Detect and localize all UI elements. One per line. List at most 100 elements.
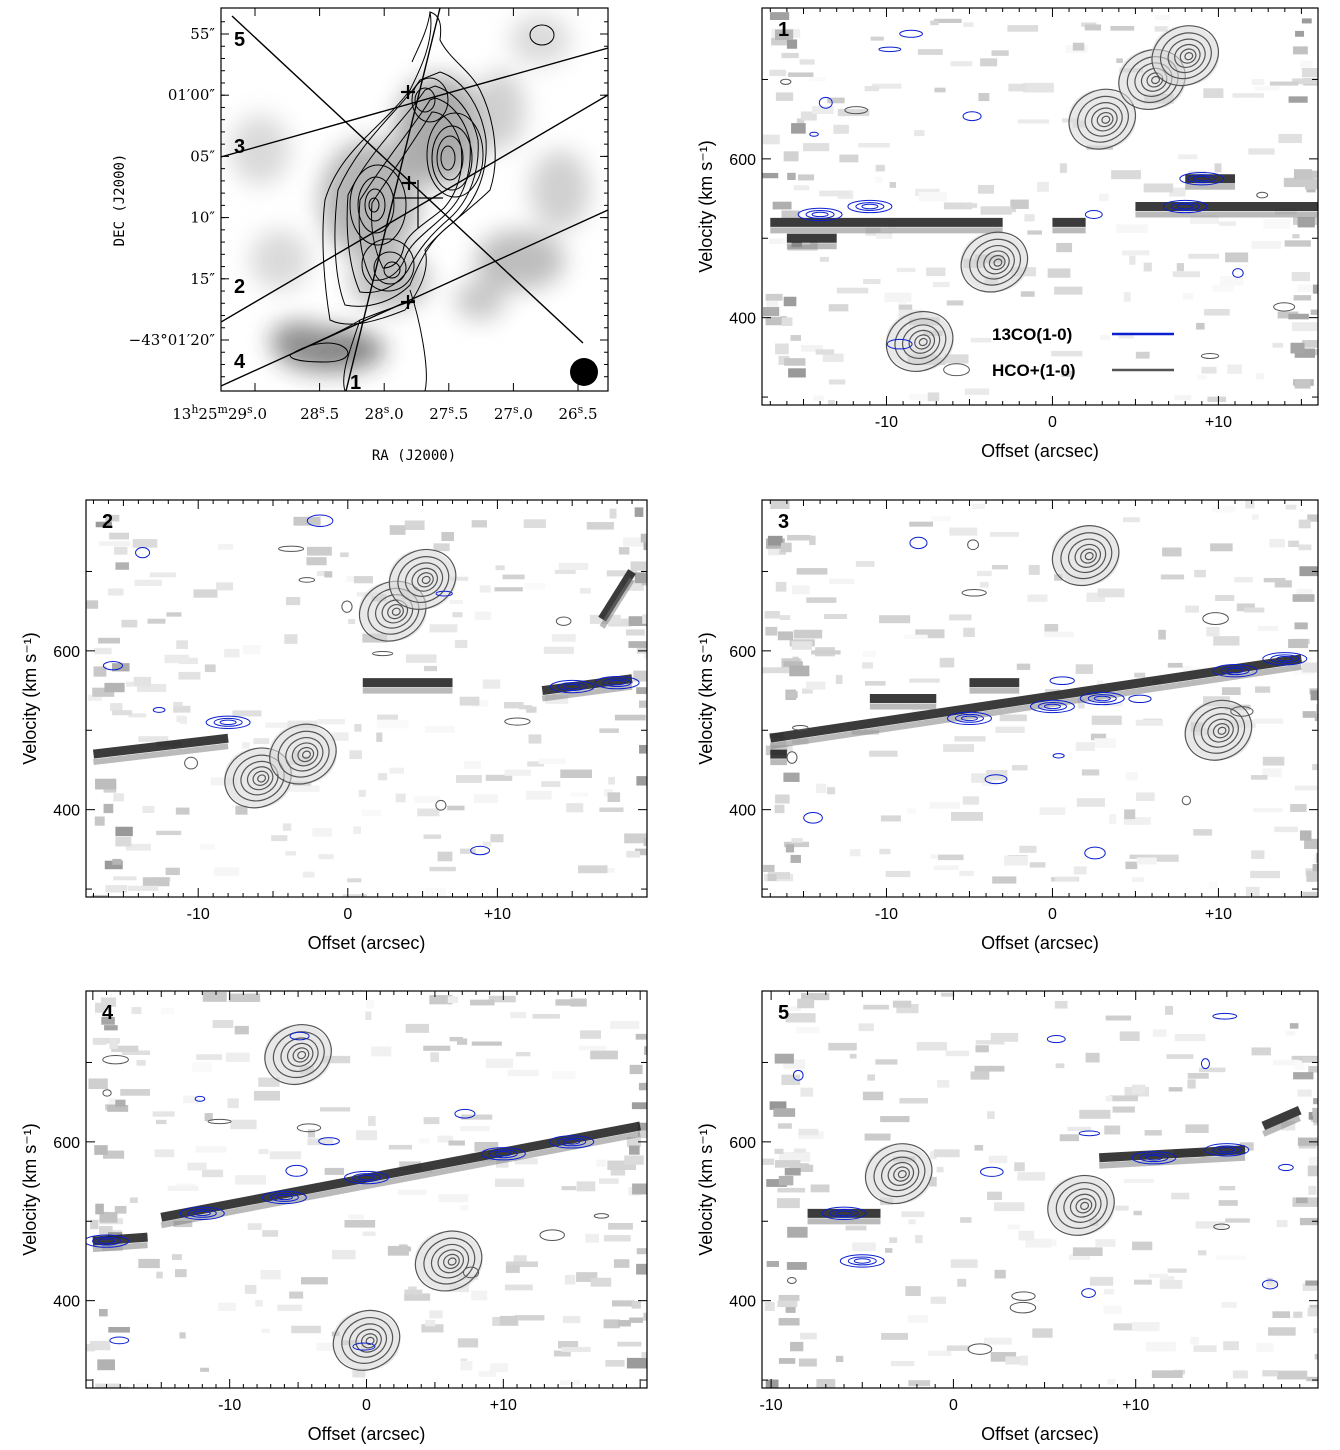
noise-cell (799, 59, 815, 65)
noise-cell (1297, 217, 1315, 228)
co-contour (608, 679, 626, 686)
co-contour (835, 1210, 853, 1217)
noise-cell (377, 714, 398, 721)
noise-cell (1302, 891, 1318, 897)
noise-cell (1159, 1279, 1183, 1289)
hco-contour (967, 1343, 993, 1355)
noise-cell (1253, 807, 1283, 813)
ra-tick-label: 27s.0 (494, 403, 533, 423)
noise-cell (862, 662, 874, 669)
co-contour (1078, 1130, 1101, 1137)
noise-cell (388, 1144, 413, 1150)
hco-contour (348, 1323, 388, 1358)
noise-cell (127, 885, 159, 891)
noise-cell (1174, 1033, 1206, 1042)
slit-label-2: 2 (234, 276, 245, 298)
noise-cell (1274, 580, 1292, 588)
noise-cell (1293, 1311, 1303, 1318)
noise-cell (1232, 1370, 1248, 1379)
noise-cell (813, 395, 824, 401)
co-contour (594, 675, 640, 690)
noise-cell (908, 1219, 916, 1225)
slit-line-3 (221, 47, 608, 158)
noise-cell (92, 687, 115, 697)
noise-cell (1268, 1327, 1296, 1336)
co-contour (1087, 694, 1117, 703)
noise-cell (1148, 1273, 1169, 1278)
noise-cell (277, 1304, 302, 1311)
noise-cell (1129, 255, 1136, 265)
pv-panel-number: 4 (102, 1002, 114, 1024)
slit-label-5: 5 (234, 29, 245, 51)
noise-cell (836, 287, 869, 294)
co-contour (109, 1336, 130, 1345)
noise-cell (1007, 1224, 1020, 1230)
noise-cell (1129, 854, 1150, 860)
hco-contour (257, 774, 267, 783)
noise-cell (269, 1151, 302, 1160)
noise-cell (779, 1151, 811, 1162)
noise-cell (1290, 342, 1305, 354)
noise-cell (134, 579, 163, 587)
hco-contour (504, 717, 531, 726)
noise-cell (1132, 1241, 1153, 1251)
noise-cell (1020, 291, 1035, 297)
pv-panel-number: 1 (778, 19, 789, 41)
noise-cell (514, 1158, 538, 1165)
noise-cell (1055, 1063, 1065, 1069)
noise-cell (1159, 1276, 1175, 1283)
noise-cell (354, 724, 362, 732)
noise-cell (1154, 26, 1168, 32)
noise-cell (527, 761, 544, 767)
noise-cell (881, 1332, 908, 1340)
noise-cell (1288, 313, 1309, 320)
noise-cell (1285, 1031, 1296, 1036)
noise-cell (791, 838, 803, 843)
noise-cell (1144, 1130, 1162, 1136)
noise-cell (95, 1002, 106, 1013)
noise-cell (1167, 1268, 1187, 1273)
noise-cell (937, 1079, 950, 1088)
noise-cell (1301, 18, 1312, 24)
hco-contour (1101, 115, 1111, 124)
noise-cell (132, 539, 158, 548)
noise-cell (227, 1098, 239, 1109)
co-contour (86, 1234, 130, 1248)
noise-cell (93, 666, 107, 677)
noise-cell (1133, 1279, 1152, 1285)
co-contour (792, 1069, 804, 1081)
noise-cell (773, 1108, 796, 1117)
pv-xlabel: Offset (arcsec) (981, 1424, 1099, 1444)
noise-cell (1225, 1218, 1250, 1223)
noise-cell (1305, 1280, 1318, 1286)
noise-cell (306, 557, 327, 566)
noise-cell (1113, 1323, 1134, 1331)
x-tick-label: -10 (875, 414, 898, 431)
noise-cell (785, 844, 795, 853)
pv-ticks (762, 500, 1319, 897)
noise-cell (783, 841, 810, 848)
noise-cell (1216, 1255, 1246, 1260)
noise-cell (1122, 517, 1140, 523)
noise-cell (112, 663, 130, 672)
noise-cell (342, 894, 367, 897)
noise-cell (884, 292, 912, 303)
noise-cell (643, 651, 647, 659)
noise-cell (626, 1357, 647, 1369)
noise-cell (638, 700, 647, 708)
noise-cell (262, 1230, 279, 1237)
noise-cell (421, 1324, 444, 1333)
co-contour (821, 1206, 867, 1220)
noise-cell (526, 706, 537, 713)
hco-contour (417, 572, 434, 588)
noise-cell (1067, 1126, 1092, 1131)
noise-cell (1171, 1192, 1190, 1200)
noise-cell (608, 776, 615, 785)
noise-cell (490, 834, 504, 843)
noise-cell (1210, 543, 1233, 552)
noise-cell (617, 1320, 631, 1327)
noise-cell (1086, 592, 1106, 602)
noise-cell (348, 1214, 365, 1220)
hco-contour (943, 363, 970, 377)
noise-cell (1103, 702, 1123, 707)
